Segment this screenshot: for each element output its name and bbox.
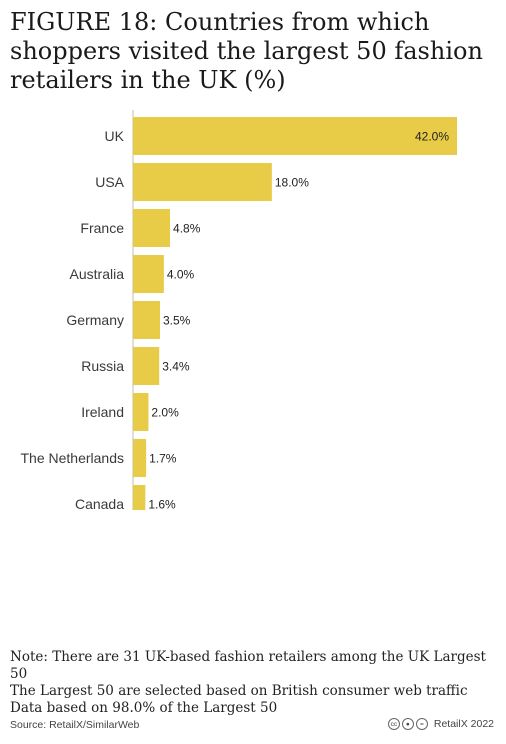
- category-label: USA: [95, 174, 124, 190]
- brand-text: RetailX 2022: [433, 718, 494, 730]
- bar: [133, 301, 160, 339]
- bar: [133, 393, 149, 431]
- footer: Source: RetailX/SimilarWeb cc ● = Retail…: [10, 718, 494, 734]
- value-label: 1.6%: [148, 498, 176, 511]
- bar: [133, 439, 147, 477]
- note-line-1: Note: There are 31 UK-based fashion reta…: [10, 649, 486, 682]
- value-label: 42.0%: [415, 130, 449, 144]
- bar: [133, 209, 171, 247]
- category-label: The Netherlands: [20, 450, 124, 466]
- value-label: 18.0%: [275, 176, 309, 190]
- notes-block: Note: There are 31 UK-based fashion reta…: [10, 649, 500, 717]
- value-label: 2.0%: [151, 406, 179, 420]
- brand: cc ● = RetailX 2022: [387, 718, 494, 730]
- bar-chart: UK 42.0% USA 18.0% France 4.8% Australia 4.0% Ge…: [20, 110, 457, 511]
- value-label: 4.8%: [173, 222, 201, 236]
- note-line-2: The Largest 50 are selected based on Bri…: [10, 683, 468, 699]
- by-icon: ●: [401, 718, 414, 730]
- nd-icon: =: [415, 718, 428, 730]
- category-label: Australia: [70, 266, 125, 282]
- bar: [133, 255, 164, 293]
- value-label: 4.0%: [167, 268, 195, 282]
- category-label: UK: [105, 128, 125, 144]
- category-label: Germany: [66, 312, 124, 328]
- note-line-3: Data based on 98.0% of the Largest 50: [10, 700, 278, 716]
- value-label: 3.4%: [162, 360, 190, 374]
- cc-icon: cc: [387, 718, 400, 730]
- category-label: Canada: [75, 496, 124, 510]
- source-text: Source: RetailX/SimilarWeb: [10, 719, 140, 731]
- chart-title: FIGURE 18: Countries from which shoppers…: [10, 8, 483, 94]
- value-label: 3.5%: [163, 314, 191, 328]
- bar: [133, 163, 272, 201]
- bar: [133, 117, 457, 155]
- category-label: France: [80, 220, 124, 236]
- category-label: Ireland: [81, 404, 124, 420]
- value-label: 1.7%: [149, 452, 177, 466]
- bar: [133, 347, 160, 385]
- bar: [133, 485, 146, 510]
- category-label: Russia: [81, 358, 124, 374]
